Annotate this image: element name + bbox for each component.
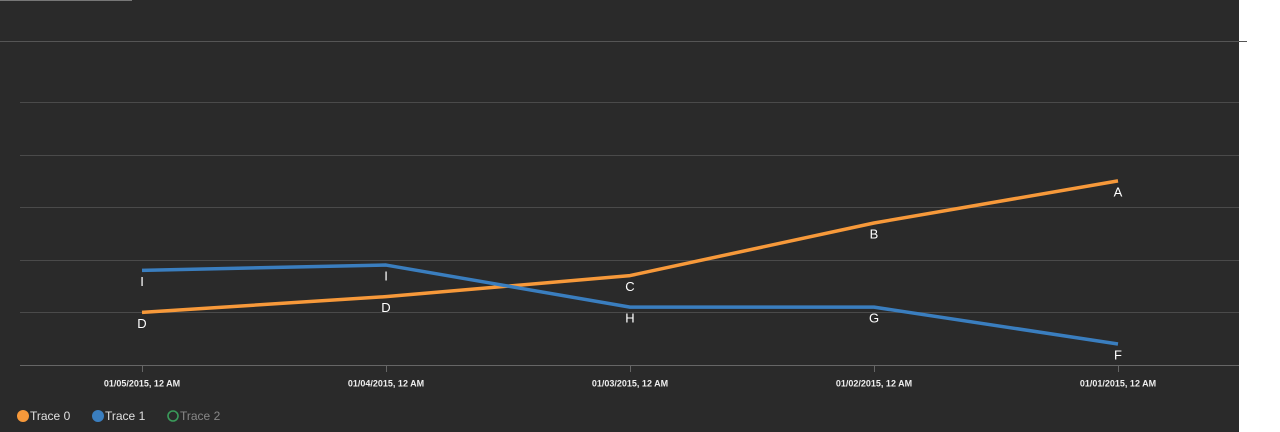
chart-background xyxy=(0,0,1239,432)
point-label: H xyxy=(625,311,634,326)
x-tick-label: 01/04/2015, 12 AM xyxy=(348,378,424,388)
x-tick-label: 01/01/2015, 12 AM xyxy=(1080,378,1156,388)
legend-marker xyxy=(17,410,29,422)
point-label: D xyxy=(381,300,390,315)
point-label: A xyxy=(1114,184,1123,199)
series-line xyxy=(141,263,1119,346)
point-label: F xyxy=(1114,347,1122,362)
point-label: D xyxy=(137,316,146,331)
series-line xyxy=(141,179,1119,315)
x-tick-label: 01/03/2015, 12 AM xyxy=(592,378,668,388)
legend-label[interactable]: Trace 1 xyxy=(105,409,146,423)
point-label: I xyxy=(384,268,388,283)
x-tick-label: 01/02/2015, 12 AM xyxy=(836,378,912,388)
point-label: G xyxy=(869,311,879,326)
point-label: B xyxy=(870,226,879,241)
legend-label[interactable]: Trace 2 xyxy=(180,409,221,423)
legend-label[interactable]: Trace 0 xyxy=(30,409,71,423)
legend-marker xyxy=(167,410,179,422)
point-label: C xyxy=(625,279,634,294)
point-label: I xyxy=(140,274,144,289)
legend-marker xyxy=(92,410,104,422)
x-tick-label: 01/05/2015, 12 AM xyxy=(104,378,180,388)
